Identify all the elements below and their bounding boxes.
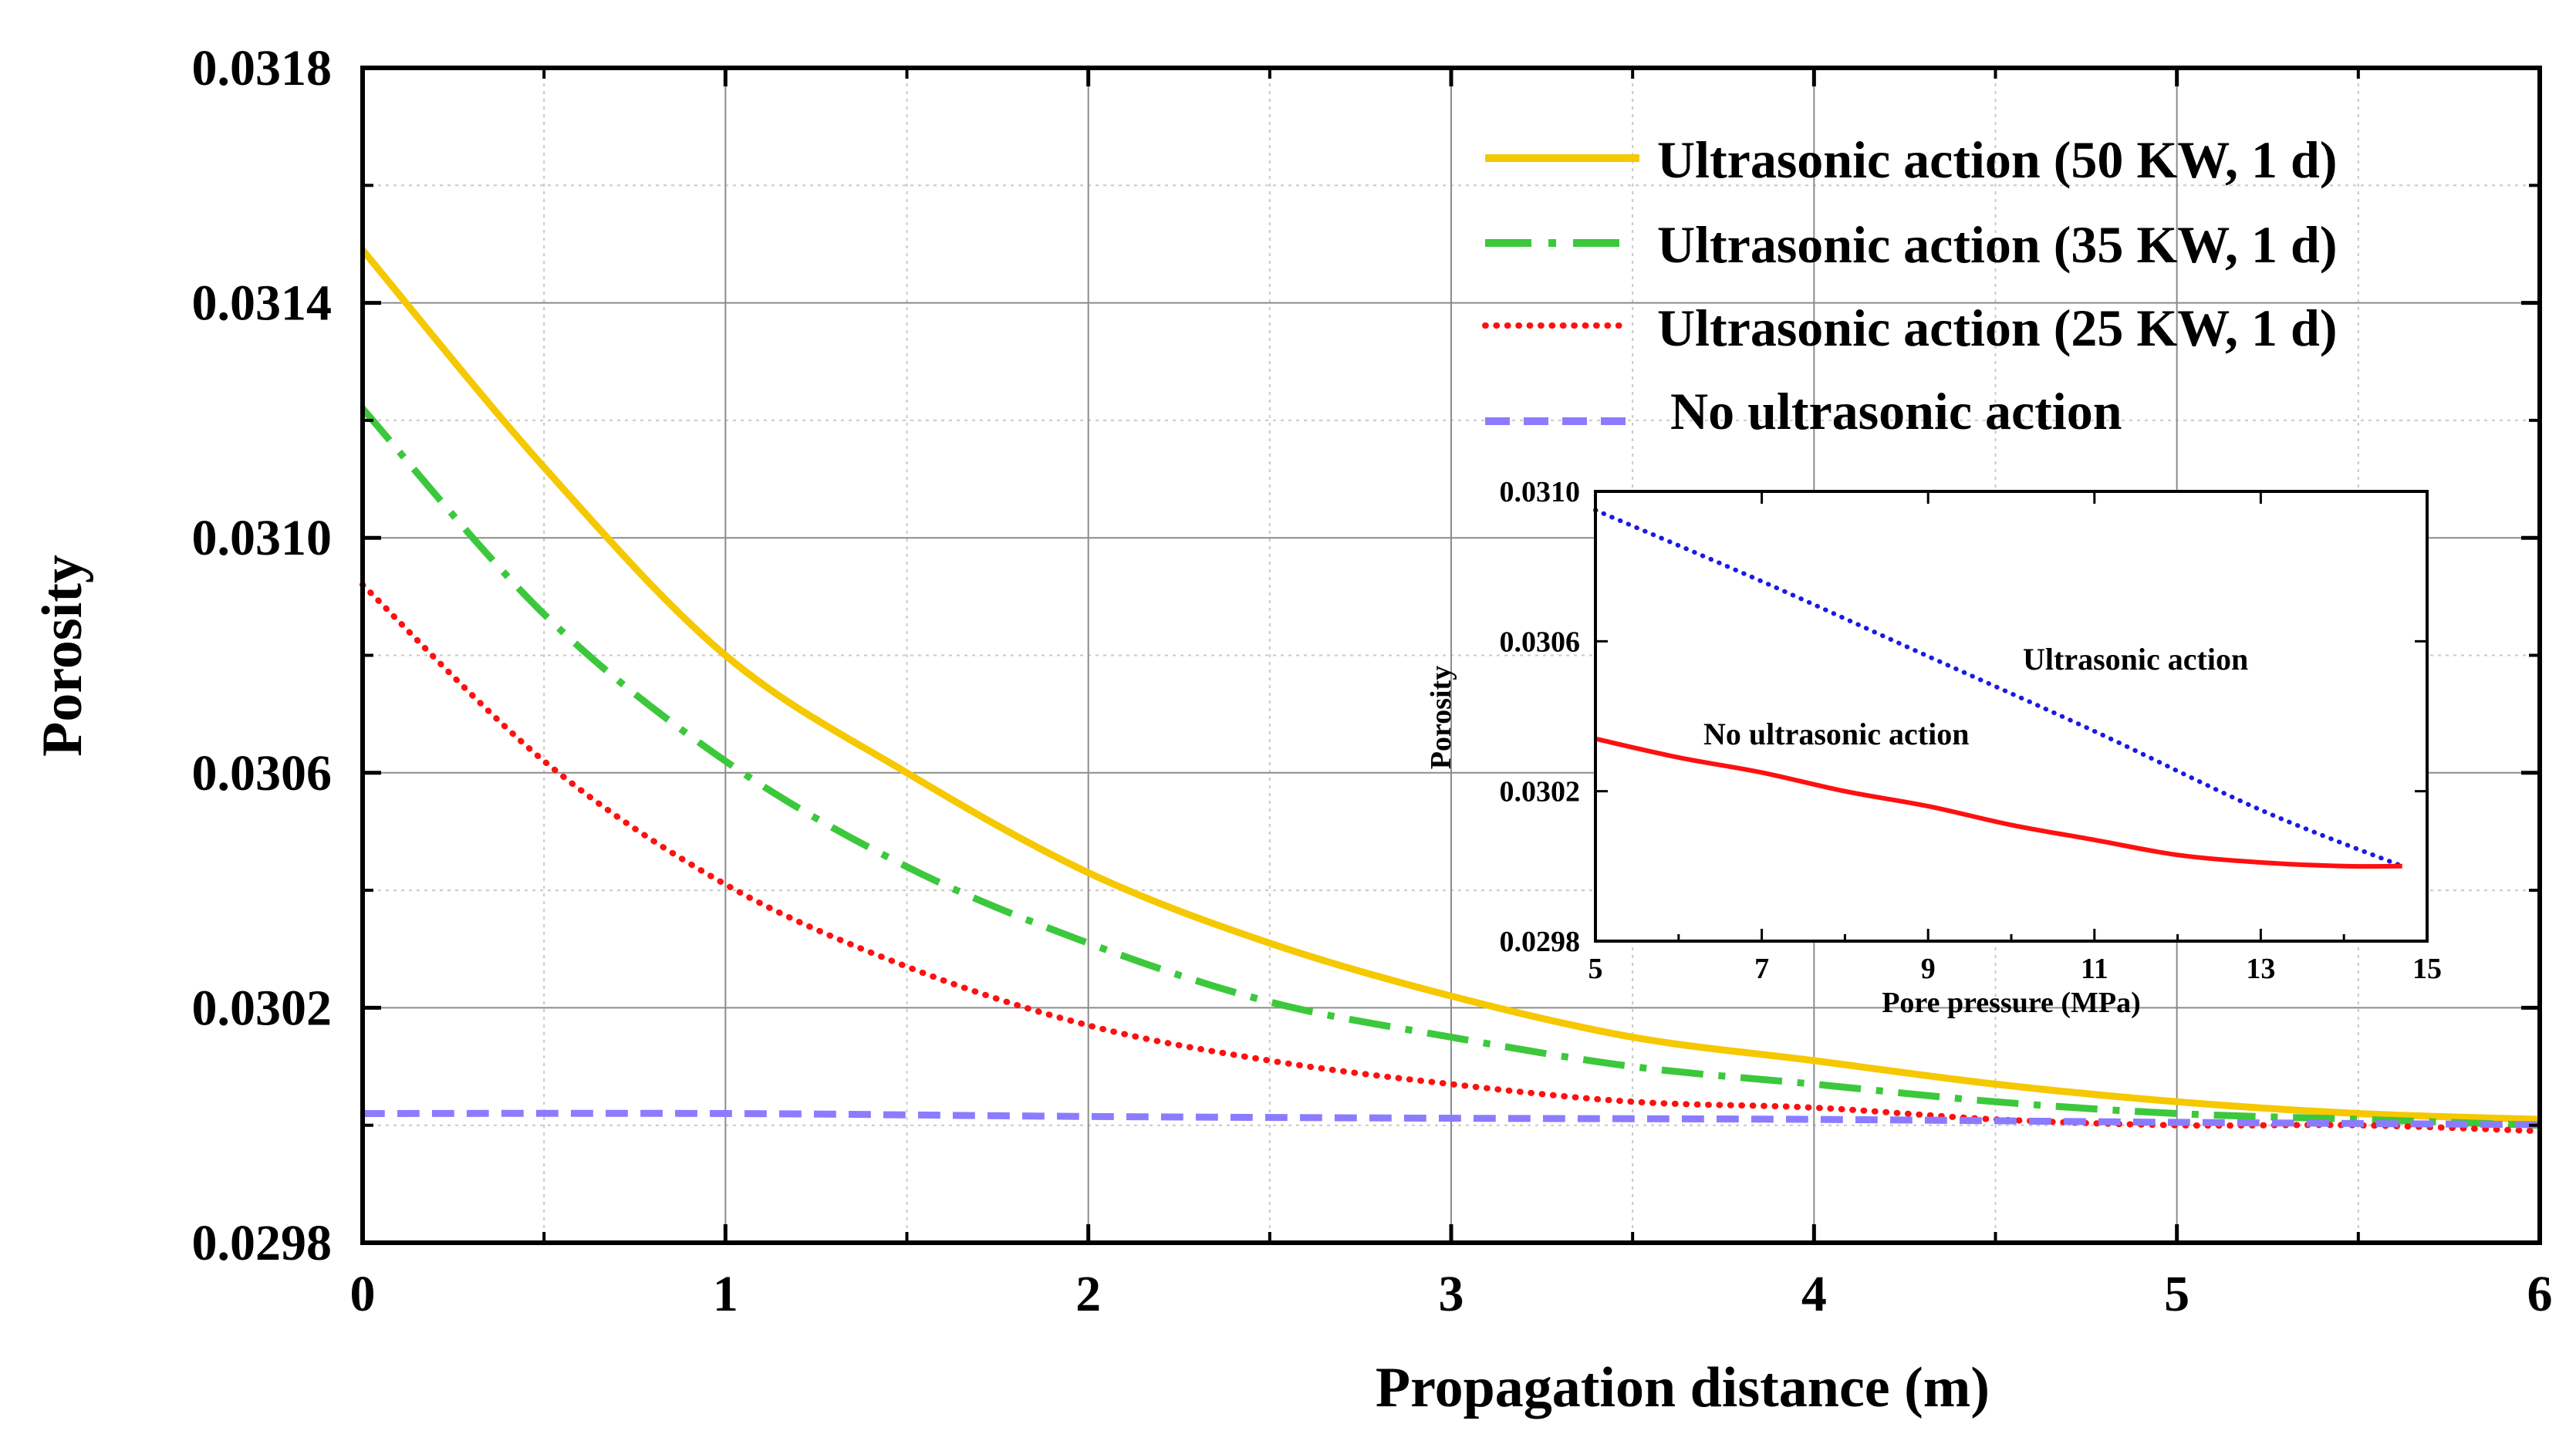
inset-y-tick-label: 0.0310 <box>1500 476 1581 508</box>
inset-x-tick-label: 11 <box>2081 953 2108 985</box>
inset-x-tick-label: 5 <box>1588 953 1603 985</box>
inset-x-tick-label: 9 <box>1921 953 1936 985</box>
y-axis-title: Porosity <box>31 555 94 757</box>
inset-x-tick-label: 15 <box>2412 953 2442 985</box>
inset-annotation-no-ultrasonic: No ultrasonic action <box>1703 717 1969 751</box>
inset-y-tick-label: 0.0302 <box>1500 776 1581 808</box>
inset-x-tick-label: 13 <box>2246 953 2275 985</box>
x-axis-title: Propagation distance (m) <box>1376 1356 1990 1419</box>
main-series-group <box>360 248 2543 1135</box>
inset-series-ultrasonic <box>1593 508 2405 869</box>
y-tick-label: 0.0318 <box>192 40 333 96</box>
x-tick-label: 6 <box>2527 1266 2553 1322</box>
series-line-no-ultrasonic <box>362 1109 2541 1129</box>
y-tick-label: 0.0302 <box>192 980 333 1036</box>
y-tick-label: 0.0310 <box>192 510 333 566</box>
legend-entry-25kw: Ultrasonic action (25 KW, 1 d) <box>1482 299 2337 357</box>
x-tick-label: 5 <box>2164 1266 2189 1322</box>
inset-y-tick-label: 0.0306 <box>1500 626 1581 658</box>
inset-series-no-ultrasonic <box>1595 736 2402 869</box>
inset-chart: 5 7 9 11 13 15 0.0298 0.0302 0.0306 0.0310 Pore p… <box>1425 476 2442 1019</box>
inset-annotation-ultrasonic: Ultrasonic action <box>2023 642 2248 677</box>
legend-label-25kw: Ultrasonic action (25 KW, 1 d) <box>1657 299 2337 357</box>
inset-y-axis-title: Porosity <box>1425 666 1457 769</box>
legend-entry-50kw: Ultrasonic action (50 KW, 1 d) <box>1485 130 2337 189</box>
main-ticks: 0 1 2 3 4 5 6 0.0298 0.0302 0.0306 0.0310 0.0314 0.0… <box>192 40 2553 1322</box>
legend-label-50kw: Ultrasonic action (50 KW, 1 d) <box>1657 130 2337 189</box>
inset-y-tick-label: 0.0298 <box>1500 926 1581 958</box>
x-tick-label: 4 <box>1801 1266 1827 1322</box>
x-tick-label: 3 <box>1439 1266 1464 1322</box>
series-line-50kw <box>360 248 2541 1123</box>
y-tick-label: 0.0298 <box>192 1215 333 1271</box>
legend: Ultrasonic action (50 KW, 1 d) Ultrasoni… <box>1482 130 2337 440</box>
inset-x-tick-label: 7 <box>1754 953 1769 985</box>
x-tick-label: 1 <box>713 1266 738 1322</box>
inset-ticks: 5 7 9 11 13 15 0.0298 0.0302 0.0306 0.0310 <box>1500 476 2443 985</box>
y-tick-label: 0.0306 <box>192 745 333 801</box>
legend-label-no-ultrasonic: No ultrasonic action <box>1670 382 2122 440</box>
legend-entry-35kw: Ultrasonic action (35 KW, 1 d) <box>1485 215 2337 274</box>
legend-entry-no-ultrasonic: No ultrasonic action <box>1485 382 2122 440</box>
series-line-35kw <box>360 406 2541 1129</box>
inset-x-axis-title: Pore pressure (MPa) <box>1882 987 2141 1019</box>
y-tick-label: 0.0314 <box>192 275 333 332</box>
legend-label-35kw: Ultrasonic action (35 KW, 1 d) <box>1657 215 2337 274</box>
inset-series-group <box>1593 508 2405 869</box>
x-tick-label: 2 <box>1075 1266 1101 1322</box>
x-tick-label: 0 <box>350 1266 376 1322</box>
